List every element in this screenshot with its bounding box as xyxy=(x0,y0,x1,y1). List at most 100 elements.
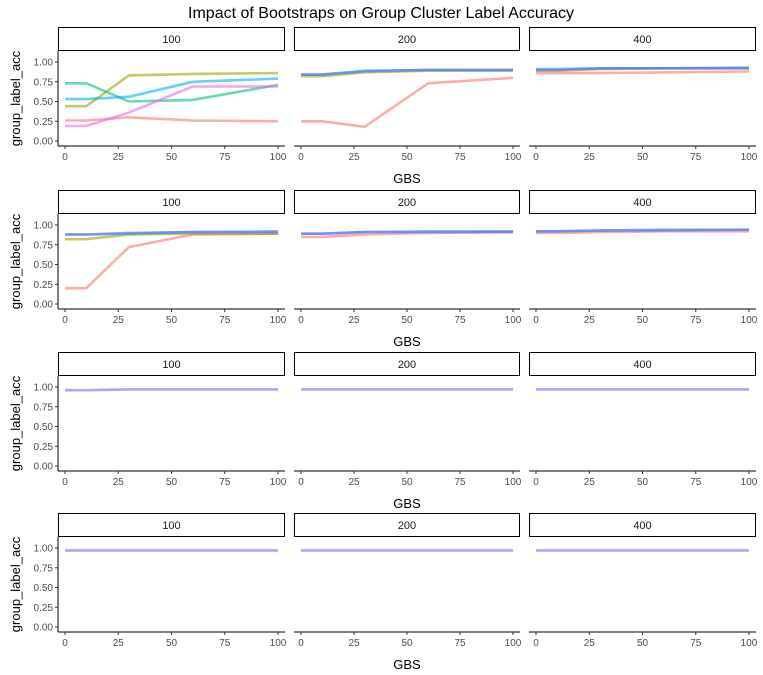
x-tick-label: 25 xyxy=(348,638,360,649)
y-axis-title: group_label_acc xyxy=(8,536,23,632)
x-tick-label: 75 xyxy=(219,477,231,488)
facet-panel-row1-400: 400 0 25 50 75 100 xyxy=(529,27,758,163)
y-tick-label: 0.75 xyxy=(34,563,54,574)
series-line-3 xyxy=(301,230,513,235)
facet-strip xyxy=(58,27,285,51)
x-tick-label: 25 xyxy=(584,315,596,326)
x-tick-label: 100 xyxy=(505,638,522,649)
x-tick-label: 25 xyxy=(348,315,360,326)
y-tick-label: 0.25 xyxy=(34,442,54,453)
facet-strip xyxy=(294,352,520,376)
x-tick-label: 0 xyxy=(62,152,68,163)
x-tick-label: 0 xyxy=(62,477,68,488)
series-line-2 xyxy=(65,71,279,108)
x-tick-label: 25 xyxy=(113,477,125,488)
facet-strip-label: 100 xyxy=(162,34,180,46)
x-tick-label: 75 xyxy=(454,315,466,326)
x-tick-label: 50 xyxy=(166,477,178,488)
x-tick-label: 0 xyxy=(533,638,539,649)
x-tick-label: 75 xyxy=(454,152,466,163)
y-tick-label: 0.00 xyxy=(34,623,54,634)
x-tick-label: 50 xyxy=(637,152,649,163)
series-line-5 xyxy=(65,85,278,128)
x-tick-label: 0 xyxy=(298,638,304,649)
y-tick-label: 0.75 xyxy=(34,402,54,413)
x-tick-label: 75 xyxy=(219,152,231,163)
x-tick-label: 0 xyxy=(533,315,539,326)
facet-strip xyxy=(529,352,756,376)
facet-strip xyxy=(294,27,520,51)
x-tick-label: 75 xyxy=(690,315,702,326)
x-tick-label: 0 xyxy=(533,477,539,488)
x-tick-label: 100 xyxy=(270,638,287,649)
x-tick-label: 75 xyxy=(454,638,466,649)
y-tick-label: 0.50 xyxy=(34,583,54,594)
facet-panel-row1-200: 200 0 25 50 75 100 xyxy=(294,27,522,163)
series-line-4 xyxy=(536,67,749,72)
x-tick-label: 50 xyxy=(401,152,413,163)
facet-strip-label: 100 xyxy=(162,197,180,209)
facet-panel-row1-100: 100 0 25 50 75 100 xyxy=(58,27,287,163)
facet-panel-row3-200: 200 0 25 50 75 100 xyxy=(294,352,522,488)
x-tick-label: 100 xyxy=(741,477,758,488)
x-tick-label: 100 xyxy=(270,477,287,488)
facet-panel-row4-100: 100 0 25 50 75 100 xyxy=(58,513,287,649)
y-axis-title: group_label_acc xyxy=(8,50,23,146)
facet-strip xyxy=(529,190,756,214)
facet-strip xyxy=(58,190,285,214)
y-tick-label: 0.25 xyxy=(34,603,54,614)
facet-strip-label: 200 xyxy=(398,520,416,532)
x-tick-label: 75 xyxy=(690,152,702,163)
x-tick-label: 50 xyxy=(637,477,649,488)
y-tick-label: 0.75 xyxy=(34,240,54,251)
facet-strip-label: 400 xyxy=(633,520,651,532)
y-tick-label: 0.50 xyxy=(34,422,54,433)
x-axis-title: GBS xyxy=(393,171,421,186)
facet-strip-label: 100 xyxy=(162,359,180,371)
x-tick-label: 100 xyxy=(741,638,758,649)
x-tick-label: 75 xyxy=(454,477,466,488)
series-line-1 xyxy=(65,388,278,392)
series-line-1 xyxy=(65,232,279,290)
x-tick-label: 100 xyxy=(505,152,522,163)
facet-strip-label: 400 xyxy=(633,197,651,209)
facet-strip xyxy=(294,190,520,214)
x-tick-label: 50 xyxy=(166,638,178,649)
x-tick-label: 0 xyxy=(62,638,68,649)
series-line-3 xyxy=(65,82,279,103)
x-axis-title: GBS xyxy=(393,657,421,670)
x-tick-label: 50 xyxy=(166,152,178,163)
x-tick-label: 75 xyxy=(219,638,231,649)
x-tick-label: 50 xyxy=(401,477,413,488)
x-axis-title: GBS xyxy=(393,496,421,511)
facet-panel-row2-100: 100 0 25 50 75 100 xyxy=(58,190,287,326)
y-axis-title: group_label_acc xyxy=(8,375,23,471)
x-tick-label: 100 xyxy=(505,477,522,488)
series-line-4 xyxy=(65,77,279,101)
x-tick-label: 100 xyxy=(505,315,522,326)
x-tick-label: 100 xyxy=(741,152,758,163)
facet-strip-label: 400 xyxy=(633,359,651,371)
x-tick-label: 50 xyxy=(637,638,649,649)
y-tick-label: 1.00 xyxy=(34,58,54,69)
facet-strip-label: 100 xyxy=(162,520,180,532)
series-line-1 xyxy=(65,116,279,123)
y-tick-label: 1.00 xyxy=(34,221,54,232)
x-tick-label: 0 xyxy=(533,152,539,163)
facet-strip-label: 200 xyxy=(398,197,416,209)
x-tick-label: 50 xyxy=(401,315,413,326)
facet-strip xyxy=(58,352,285,376)
facet-strip xyxy=(529,513,756,537)
x-tick-label: 100 xyxy=(270,315,287,326)
series-line-4 xyxy=(65,230,278,236)
facet-strip-label: 200 xyxy=(398,34,416,46)
facet-strip-label: 400 xyxy=(633,34,651,46)
x-tick-label: 50 xyxy=(637,315,649,326)
y-tick-label: 0.25 xyxy=(34,117,54,128)
x-tick-label: 100 xyxy=(270,152,287,163)
y-tick-label: 0.75 xyxy=(34,77,54,88)
chart-title: Impact of Bootstraps on Group Cluster La… xyxy=(188,5,574,22)
y-tick-label: 0.00 xyxy=(34,137,54,148)
y-tick-label: 0.25 xyxy=(34,280,54,291)
